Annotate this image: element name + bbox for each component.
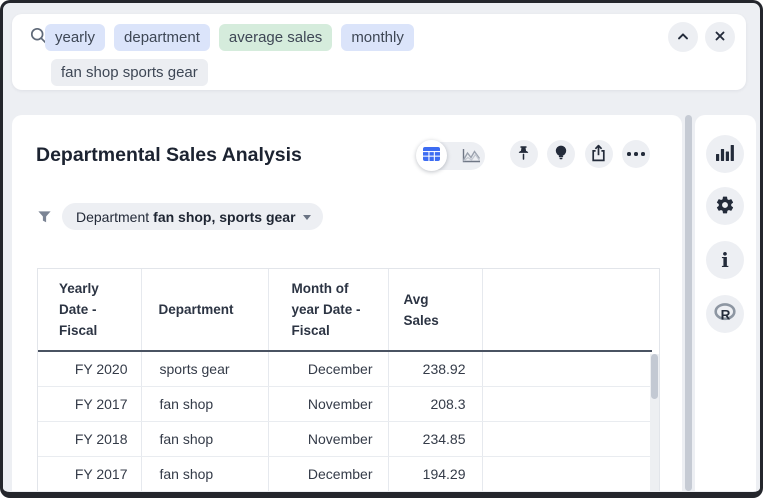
table-header-row: Yearly Date - Fiscal Department Month of y… — [38, 269, 652, 352]
r-logo-icon: R — [714, 302, 736, 326]
table-view-icon — [423, 147, 440, 164]
column-header[interactable]: Department — [141, 269, 269, 352]
share-icon — [590, 144, 607, 165]
table-row: FY 2020 sports gear December 238.92 — [38, 351, 652, 387]
table-cell: November — [268, 421, 389, 457]
column-header[interactable]: Month of year Date - Fiscal — [268, 269, 389, 352]
info-button[interactable]: i — [706, 241, 744, 279]
vertical-scrollbar-thumb[interactable] — [685, 115, 692, 491]
lightbulb-icon — [554, 145, 568, 164]
gear-icon — [715, 195, 735, 218]
table-cell: fan shop — [141, 456, 269, 491]
table-cell: 238.92 — [388, 351, 483, 387]
column-header-label: Month of year Date - Fiscal — [291, 281, 361, 338]
chart-view-button[interactable] — [461, 148, 481, 167]
search-bar[interactable]: yearly department average sales monthly fan … — [12, 14, 746, 90]
filter-label: Department — [76, 208, 150, 225]
table-cell: sports gear — [141, 351, 269, 387]
chart-options-button[interactable] — [706, 135, 744, 173]
table-view-button[interactable] — [416, 140, 447, 171]
search-token-lines: yearly department average sales monthly fan … — [45, 24, 414, 94]
chevron-down-icon — [302, 214, 311, 220]
filter-value: fan shop, sports gear — [153, 208, 296, 225]
table-cell: November — [268, 386, 389, 422]
right-toolbar: i R — [695, 115, 756, 491]
table-cell: fan shop — [141, 421, 269, 457]
page-title: Departmental Sales Analysis — [36, 144, 302, 166]
svg-text:R: R — [721, 307, 731, 322]
table-row: FY 2017 fan shop November 208.3 — [38, 386, 652, 422]
table-cell — [482, 351, 652, 387]
info-icon: i — [721, 248, 729, 272]
table-cell — [482, 456, 652, 491]
search-token[interactable]: monthly — [341, 24, 414, 51]
pin-icon — [516, 145, 531, 164]
table-cell: 234.85 — [388, 421, 483, 457]
r-analysis-button[interactable]: R — [706, 295, 744, 333]
table-cell: 194.29 — [388, 456, 483, 491]
column-header-label: Avg Sales — [403, 291, 439, 328]
column-header-label: Department — [158, 302, 234, 317]
table-cell: FY 2017 — [38, 386, 142, 422]
pin-button[interactable] — [509, 140, 538, 168]
column-header — [482, 269, 652, 352]
table-cell: fan shop — [141, 386, 269, 422]
table-cell: 208.3 — [388, 386, 483, 422]
table-row: FY 2018 fan shop November 234.85 — [38, 421, 652, 457]
filter-funnel-icon — [38, 210, 51, 228]
view-toggle — [416, 140, 485, 171]
table-cell — [482, 386, 652, 422]
more-options-button[interactable] — [622, 140, 650, 168]
close-icon — [713, 29, 727, 46]
ellipsis-icon — [627, 152, 645, 156]
table-row: FY 2017 fan shop December 194.29 — [38, 456, 652, 491]
department-filter-chip[interactable]: Department fan shop, sports gear — [62, 203, 323, 230]
results-table: Yearly Date - Fiscal Department Month of y… — [37, 268, 660, 491]
search-icon — [30, 27, 48, 50]
column-header[interactable]: Avg Sales — [388, 269, 483, 352]
search-token[interactable]: yearly — [45, 24, 106, 51]
table-scrollbar-thumb[interactable] — [651, 354, 658, 399]
search-token[interactable]: average sales — [218, 24, 333, 51]
table-cell: FY 2020 — [38, 351, 142, 387]
chart-view-icon — [461, 149, 481, 167]
collapse-search-button[interactable] — [668, 22, 698, 52]
insights-button[interactable] — [547, 140, 575, 168]
close-search-button[interactable] — [705, 22, 735, 52]
search-token[interactable]: department — [114, 24, 210, 51]
table-cell: December — [268, 456, 389, 491]
share-button[interactable] — [584, 140, 613, 168]
column-header[interactable]: Yearly Date - Fiscal — [38, 269, 142, 352]
bar-chart-icon — [716, 144, 734, 164]
table-cell: December — [268, 351, 389, 387]
chevron-up-icon — [675, 29, 691, 46]
settings-button[interactable] — [706, 187, 744, 225]
column-header-label: Yearly Date - Fiscal — [59, 281, 99, 338]
table-cell — [482, 421, 652, 457]
table-body: FY 2020 sports gear December 238.92 FY 2017 f… — [38, 351, 652, 491]
search-token[interactable]: fan shop sports gear — [51, 59, 208, 86]
filter-row: Department fan shop, sports gear — [38, 203, 323, 230]
table-scrollbar-track — [650, 354, 659, 491]
answer-toolbar — [416, 140, 650, 171]
table-cell: FY 2017 — [38, 456, 142, 491]
table-cell: FY 2018 — [38, 421, 142, 457]
answer-panel: Departmental Sales Analysis — [12, 115, 682, 491]
